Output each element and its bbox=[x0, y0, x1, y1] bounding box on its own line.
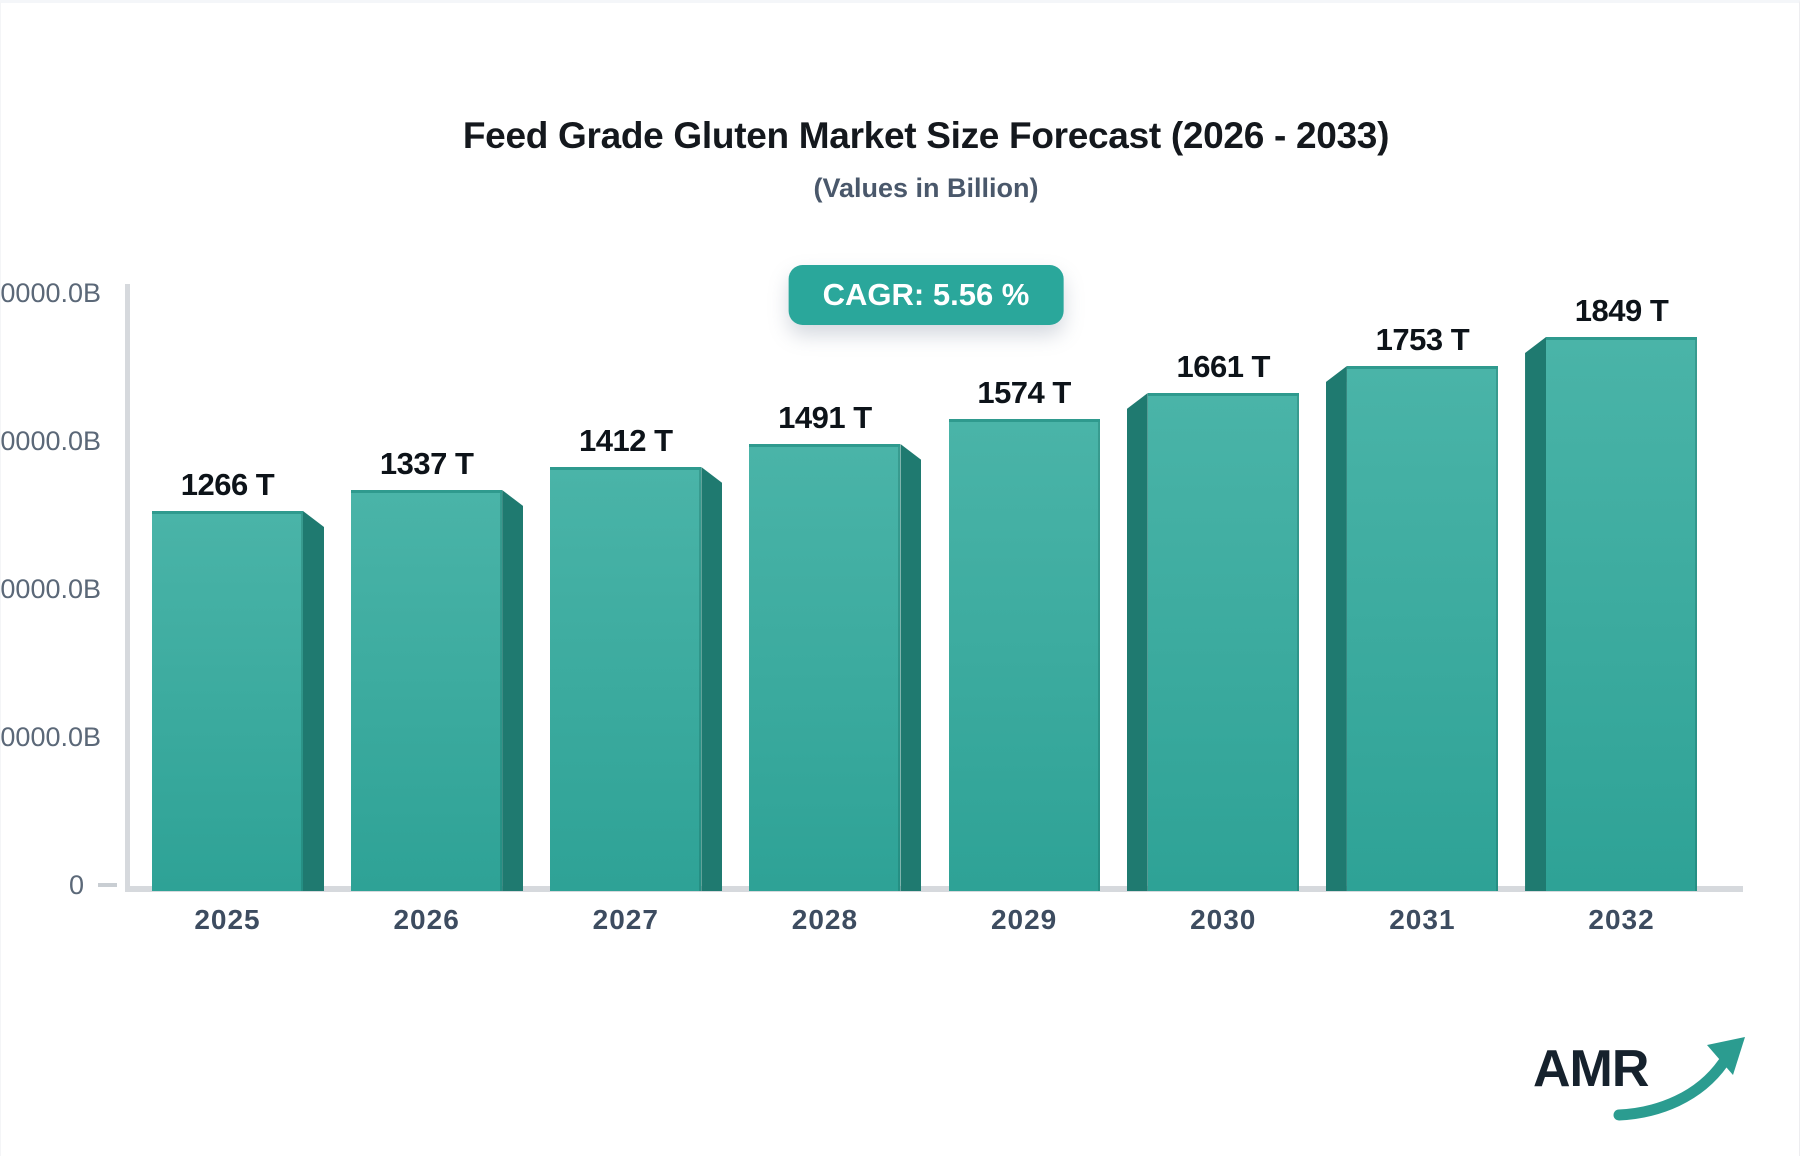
y-axis-tick-label: 0000.0B bbox=[0, 426, 101, 456]
amr-logo-arrow-icon bbox=[1613, 1037, 1745, 1121]
bar-side-face bbox=[1126, 393, 1148, 891]
bar-value-label: 1661 T bbox=[1176, 349, 1270, 384]
y-axis-tick-label: 0000.0B bbox=[0, 574, 101, 604]
x-axis-label-2029: 2029 bbox=[990, 904, 1058, 935]
amr-logo: AMR bbox=[1533, 1029, 1763, 1124]
bar-value-label: 1849 T bbox=[1574, 293, 1669, 328]
bar-side-face bbox=[900, 444, 922, 891]
x-axis-label-2031: 2031 bbox=[1389, 904, 1456, 935]
bar-2028 bbox=[749, 444, 901, 891]
x-axis-label-2032: 2032 bbox=[1588, 904, 1655, 935]
bar-2026 bbox=[351, 490, 503, 891]
x-axis-label-2026: 2026 bbox=[393, 904, 460, 935]
y-axis-zero-label: 0 bbox=[68, 870, 84, 900]
bar-side-face bbox=[1325, 366, 1347, 891]
bar-value-label: 1491 T bbox=[778, 400, 872, 435]
bar-2025 bbox=[152, 511, 303, 891]
x-axis-line bbox=[125, 886, 1743, 892]
amr-logo-text: AMR bbox=[1533, 1040, 1649, 1098]
zero-tick-mark bbox=[98, 883, 117, 887]
bar-2027 bbox=[550, 467, 702, 891]
chart-title: Feed Grade Gluten Market Size Forecast (… bbox=[462, 115, 1390, 156]
bar-value-label: 1412 T bbox=[579, 423, 673, 458]
bar-2032 bbox=[1546, 337, 1698, 891]
y-axis-line bbox=[125, 284, 130, 892]
y-axis-tick-label: 0000.0B bbox=[0, 278, 101, 308]
x-axis-label-2030: 2030 bbox=[1190, 904, 1257, 935]
bar-2031 bbox=[1346, 366, 1498, 891]
y-axis-tick-label: 0000.0B bbox=[0, 722, 101, 752]
cagr-badge: CAGR: 5.56 % bbox=[788, 265, 1064, 325]
bar-side-face bbox=[1525, 337, 1547, 891]
x-axis-label-2028: 2028 bbox=[791, 904, 859, 935]
bar-2029 bbox=[948, 419, 1100, 891]
bar-value-label: 1753 T bbox=[1375, 322, 1470, 357]
bar-side-face bbox=[701, 467, 723, 891]
bar-side-face bbox=[303, 511, 324, 891]
chart-subtitle: (Values in Billion) bbox=[813, 173, 1039, 203]
bar-value-label: 1266 T bbox=[180, 467, 275, 502]
x-axis-label-2027: 2027 bbox=[592, 904, 659, 935]
bar-side-face bbox=[502, 490, 524, 891]
bar-value-label: 1337 T bbox=[379, 446, 474, 481]
bar-value-label: 1574 T bbox=[977, 375, 1071, 410]
bar-2030 bbox=[1147, 393, 1299, 891]
x-axis-label-2025: 2025 bbox=[194, 904, 261, 935]
